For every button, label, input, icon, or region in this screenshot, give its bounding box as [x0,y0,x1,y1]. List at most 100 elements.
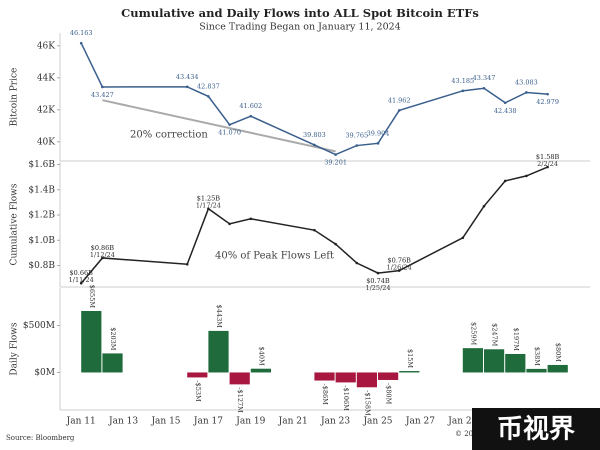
y-tick-label: $500M [23,321,55,331]
point [461,89,465,93]
value-label: 43.185 [451,77,474,85]
value-label: 42.438 [494,107,517,115]
point [503,101,507,105]
bar [484,349,505,373]
value-label: $0.76B [388,257,412,265]
value-label: $1.25B [197,195,221,203]
value-label: 46.163 [70,29,93,37]
watermark: 币视界 [497,415,575,445]
point [397,269,401,272]
value-label: 43.427 [91,91,114,99]
y-tick-label: 40K [37,137,55,147]
bar [250,368,271,373]
point [482,204,486,208]
bar [81,310,102,373]
line [80,166,548,284]
bar [335,372,356,383]
point [185,85,189,89]
value-label: $259M [469,322,477,346]
chart-title: Cumulative and Daily Flows into ALL Spot… [121,6,479,20]
point [228,222,231,226]
point [101,256,104,260]
point [334,242,337,246]
value-label: 41.070 [218,129,241,137]
x-tick-label: Jan 17 [193,417,223,427]
date-label: 2/2/24 [537,160,558,168]
y-tick-label: $1.6B [28,160,55,170]
point [461,236,465,240]
point [101,85,104,89]
x-tick-label: Jan 25 [362,417,392,427]
bar [547,364,568,373]
value-label: $203M [109,327,117,351]
value-label: $40M [257,347,265,366]
bar [102,353,123,373]
y-tick-label: 44K [37,73,55,83]
value-label: 43.347 [473,74,496,82]
point [313,228,316,232]
x-tick-label: Jan 15 [150,417,180,427]
value-label: $0.74B [366,277,390,285]
value-label: -$106M [342,385,350,411]
point [355,261,359,265]
x-tick-label: Jan 21 [278,417,308,427]
line [80,42,548,156]
bar [505,353,526,373]
y-axis-label: Daily Flows [10,322,20,376]
point [249,114,253,118]
value-label: 39.765 [345,132,368,140]
value-label: $15M [406,349,414,368]
value-label: $655M [88,285,96,309]
value-label: -$158M [363,390,371,416]
point [525,174,528,178]
point [207,95,210,98]
annotation: 40% of Peak Flows Left [215,251,334,262]
annotation: 20% correction [130,130,208,141]
bar [526,368,547,373]
chart-subtitle: Since Trading Began on January 11, 2024 [199,22,400,33]
value-label: 41.602 [239,102,262,110]
y-tick-label: $0M [34,368,55,378]
point [503,179,507,183]
y-tick-label: 42K [37,105,55,115]
value-label: $197M [512,328,520,352]
value-label: $443M [215,305,223,329]
point [313,143,316,147]
correction-line [102,99,336,153]
point [376,271,380,275]
bar [378,372,399,380]
value-label: 42.837 [197,82,220,90]
watermark-box [472,408,600,450]
value-label: 43.083 [515,78,538,86]
x-tick-label: Jan 27 [405,417,435,427]
value-label: 39.201 [324,159,347,167]
value-label: $38M [533,347,541,366]
source: Source: Bloomberg [6,434,75,442]
point [79,41,83,45]
value-label: $0.86B [91,244,115,252]
value-label: $1.58B [536,153,560,161]
point [546,92,549,96]
value-label: $0.66B [70,269,94,277]
bar [187,372,208,378]
bar [229,372,250,385]
x-tick-label: Jan 19 [235,417,265,427]
y-tick-label: $0.8B [28,261,55,271]
date-label: 1/12/24 [90,251,115,259]
date-label: 1/26/24 [387,264,412,272]
point [482,86,486,90]
bar [399,371,420,373]
point [207,207,210,211]
date-label: 1/11/24 [69,276,94,284]
value-label: -$86M [321,384,329,406]
value-label: 42.979 [536,98,559,106]
point [397,109,401,112]
y-axis-label: Bitcoin Price [10,68,20,127]
y-axis-label: Cumulative Flows [10,183,20,265]
value-label: -$80M [385,383,393,405]
date-label: 1/25/24 [365,284,390,292]
value-label: -$53M [194,380,202,402]
point [79,281,83,285]
bar [462,348,483,373]
